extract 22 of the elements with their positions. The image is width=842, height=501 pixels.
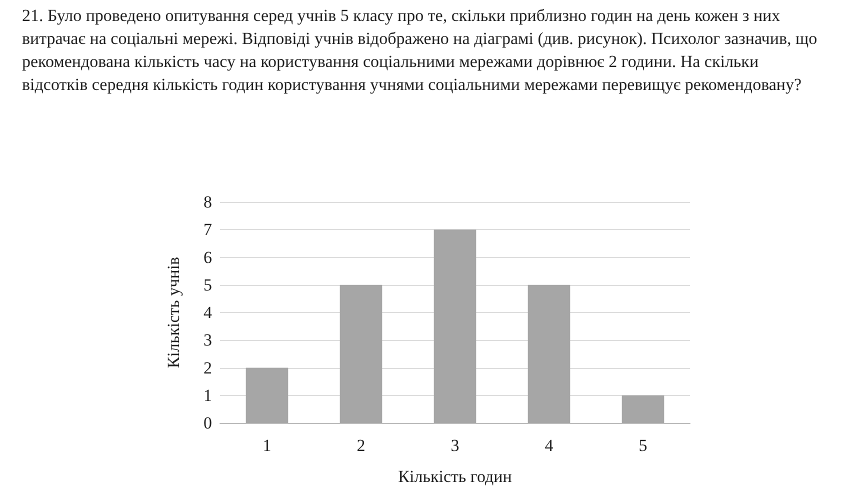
- y-tick-label: 6: [204, 248, 212, 267]
- y-tick-label: 8: [204, 192, 212, 212]
- y-tick-label: 3: [204, 330, 212, 350]
- y-tick-label: 4: [204, 303, 212, 322]
- chart-title: 21. Було проведено опитування серед учнів 5 класу про те, скільки приблизно годин на день кожен з них витрачає на соціальні мережі. Відповіді учнів відображено на діаграмі (див. рисунок). Психолог зазначив, що рекомендована кількість часу на користування соціальними мережами дорівнює 2 години. На скільки відсотків середня кількість годин користування учнями соціальними мережами перевищує рекомендовану?: [22, 5, 818, 96]
- y-tick-label: 5: [204, 275, 212, 294]
- bar: [246, 368, 288, 423]
- y-tick-label: 1: [204, 386, 212, 405]
- bar: [622, 395, 664, 423]
- bar: [340, 284, 382, 423]
- y-tick-label: 2: [204, 358, 212, 378]
- x-tick-label: 3: [450, 436, 460, 455]
- x-tick-label: 4: [544, 436, 554, 455]
- bar: [528, 284, 570, 423]
- y-tick-label: 0: [204, 414, 212, 432]
- bar: [434, 230, 476, 423]
- x-axis-title: Кількість годин: [398, 467, 512, 486]
- y-tick-label: 7: [204, 220, 212, 240]
- x-tick-label: 2: [356, 436, 366, 455]
- x-tick-label: 1: [262, 436, 272, 455]
- x-tick-label: 5: [638, 436, 648, 455]
- y-axis-title: Кількість учнів: [164, 256, 183, 368]
